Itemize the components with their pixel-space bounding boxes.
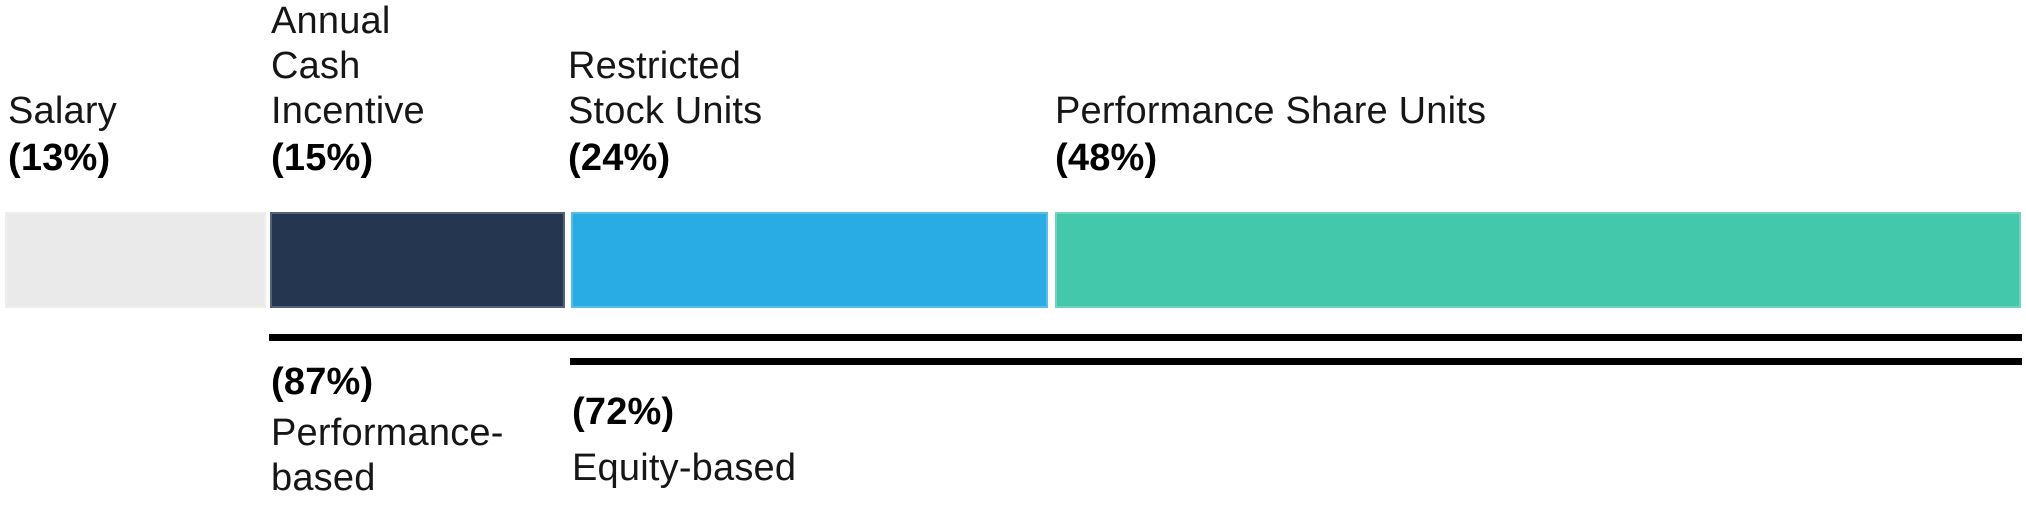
label-restricted-stock-units-name: Restricted Stock Units — [568, 45, 763, 132]
bracket-label-performance-based: (87%) Performance- based — [271, 358, 504, 501]
bracket-performance-based-name: Performance- based — [271, 412, 504, 499]
bar-segment-salary — [5, 212, 266, 308]
bracket-performance-based-pct: (87%) — [271, 361, 374, 403]
label-annual-cash-incentive-name: Annual Cash Incentive — [271, 0, 425, 132]
label-salary-name: Salary — [8, 90, 117, 132]
bar-segment-restricted-stock-units — [571, 212, 1048, 308]
equity-based-bracket-line — [570, 358, 2022, 365]
label-performance-share-units-pct: (48%) — [1055, 137, 1158, 179]
label-salary-pct: (13%) — [8, 137, 111, 179]
label-restricted-stock-units: Restricted Stock Units (24%) — [568, 44, 762, 182]
performance-based-bracket-line — [269, 334, 2022, 341]
label-annual-cash-incentive-pct: (15%) — [271, 137, 374, 179]
label-restricted-stock-units-pct: (24%) — [568, 137, 671, 179]
label-salary: Salary (13%) — [8, 89, 117, 182]
bracket-equity-based-name: Equity-based — [572, 447, 797, 489]
bar-segment-performance-share-units — [1055, 212, 2021, 308]
bracket-label-equity-based: (72%) Equity-based — [572, 388, 796, 491]
label-performance-share-units: Performance Share Units (48%) — [1055, 89, 1486, 182]
label-annual-cash-incentive: Annual Cash Incentive (15%) — [271, 0, 425, 182]
label-performance-share-units-name: Performance Share Units — [1055, 90, 1487, 132]
bracket-equity-based-pct: (72%) — [572, 391, 675, 433]
bar-segment-annual-cash-incentive — [270, 212, 565, 308]
